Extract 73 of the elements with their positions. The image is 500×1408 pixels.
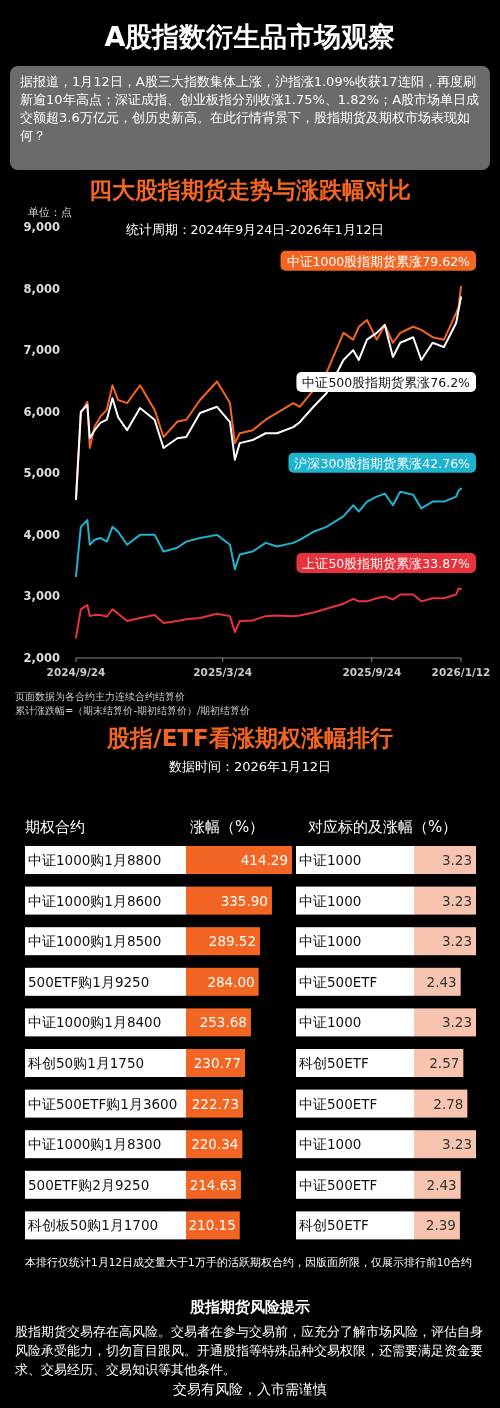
line-series <box>75 587 462 639</box>
data-label: 3.23 <box>441 1014 472 1031</box>
y-tick-label: 中证1000购1月8800 <box>28 852 162 868</box>
y-tick-label: 中证1000购1月8500 <box>28 933 162 950</box>
y-tick-label: 中证1000 <box>299 892 362 909</box>
chart-subtitle: 数据时间：2026年1月12日 <box>169 759 331 774</box>
y-tick-label: 5,000 <box>23 466 60 481</box>
y-tick-label: 500ETF购2月9250 <box>28 1176 150 1193</box>
y-tick-label: 中证1000购1月8600 <box>28 892 162 909</box>
data-label: 253.68 <box>199 1014 247 1031</box>
y-axis-title: 期权合约 <box>25 818 85 836</box>
y-tick-label: 6,000 <box>23 404 60 419</box>
data-label: 210.15 <box>188 1217 236 1234</box>
chart-title: 四大股指期货走势与涨跌幅对比 <box>89 177 411 203</box>
text: 本排行仅统计1月12日成交量大于1万手的活跃期权合约，因版面所限，仅展示排行前10合约 <box>25 1256 473 1268</box>
data-label: 2.43 <box>426 1176 457 1193</box>
series-label: 中证500股指期货累涨76.2% <box>302 374 471 390</box>
y-tick-label: 中证500ETF购1月3600 <box>28 1095 178 1112</box>
y-tick-label: 2,000 <box>23 651 60 665</box>
y-tick-label: 9,000 <box>23 220 60 234</box>
chart-title: 股指/ETF看涨期权涨幅排行 <box>106 725 393 751</box>
data-label: 289.52 <box>208 933 257 950</box>
series-label: 上证50股指期货累涨33.87% <box>302 556 471 572</box>
text: 交易有风险，入市需谨慎 <box>173 1381 327 1397</box>
data-label: 2.39 <box>425 1217 456 1234</box>
x-tick-label: 2026/1/12 <box>431 666 491 678</box>
y-tick-label: 科创板50购1月1700 <box>28 1217 159 1234</box>
y-tick-label: 500ETF购1月9250 <box>28 973 150 990</box>
y-tick-label: 3,000 <box>23 589 60 604</box>
data-label: 284.00 <box>207 973 255 990</box>
series-label: 沪深300股指期货累涨42.76% <box>294 455 471 471</box>
y-tick-label: 中证500ETF <box>299 1095 378 1112</box>
data-label: 414.29 <box>240 852 288 868</box>
data-label: 3.23 <box>441 892 472 909</box>
data-label: 2.43 <box>426 973 457 990</box>
chart-subtitle: 统计周期：2024年9月24日-2026年1月12日 <box>125 222 385 237</box>
data-label: 3.23 <box>441 852 472 868</box>
y-tick-label: 科创50购1月1750 <box>28 1055 145 1071</box>
y-tick-label: 中证1000 <box>299 1014 362 1031</box>
y-tick-label: 中证1000购1月8400 <box>28 1014 162 1031</box>
data-label: 335.90 <box>220 892 268 909</box>
data-label: 230.77 <box>193 1055 242 1071</box>
y-tick-label: 7,000 <box>23 343 60 358</box>
y-tick-label: 中证500ETF <box>299 973 378 990</box>
y-tick-label: 科创50ETF <box>299 1055 369 1071</box>
data-label: 222.73 <box>191 1095 239 1112</box>
text: 累计涨跌幅=（期末结算价-期初结算价）/期初结算价 <box>15 705 251 716</box>
data-label: 2.57 <box>429 1055 460 1071</box>
text: 页面数据为各合约主力连续合约结算价 <box>15 691 185 702</box>
data-label: 214.63 <box>189 1176 237 1193</box>
data-label: 3.23 <box>441 1136 472 1153</box>
y-tick-label: 科创50ETF <box>299 1217 369 1234</box>
data-label: 220.34 <box>191 1136 239 1153</box>
text: 据报道，1月12日，A股三大指数集体上涨，沪指涨1.09%收获17连阳，再度刷新逾10年高点；深证成指、创业板指分别收涨1.75%、1.82%；A股市场单日成交额超3.6万亿元，创历史新高。在此行情背景下，股指期货及期权市场表现如何？ <box>20 74 480 143</box>
x-axis-title: 对应标的及涨幅（%） <box>308 818 458 836</box>
y-tick-label: 中证1000 <box>299 1136 362 1153</box>
text: A股指数衍生品市场观察 <box>104 21 396 52</box>
x-axis-title: 涨幅（%） <box>190 818 265 836</box>
y-axis-title: 单位：点 <box>28 206 72 218</box>
y-tick-label: 中证1000 <box>299 852 362 868</box>
x-tick-label: 2025/3/24 <box>193 666 253 678</box>
data-label: 2.78 <box>433 1095 464 1112</box>
y-tick-label: 中证1000 <box>299 933 362 950</box>
x-tick-label: 2025/9/24 <box>342 666 402 678</box>
y-tick-label: 中证500ETF <box>299 1176 378 1193</box>
y-tick-label: 中证1000购1月8300 <box>28 1136 162 1153</box>
series-label: 中证1000股指期货累涨79.62% <box>286 253 471 269</box>
data-label: 3.23 <box>441 933 472 950</box>
x-tick-label: 2024/9/24 <box>46 666 106 678</box>
text: 股指期货风险提示 <box>189 1298 310 1316</box>
y-tick-label: 4,000 <box>23 527 60 542</box>
y-tick-label: 8,000 <box>23 281 60 296</box>
text: 股指期货交易存在高风险。交易者在参与交易前，应充分了解市场风险，评估自身风险承受能力，切勿盲目跟风。开通股指等特殊品种交易权限，还需要满足资金要求、交易经历、交易知识等其他条件。 <box>15 1324 483 1377</box>
